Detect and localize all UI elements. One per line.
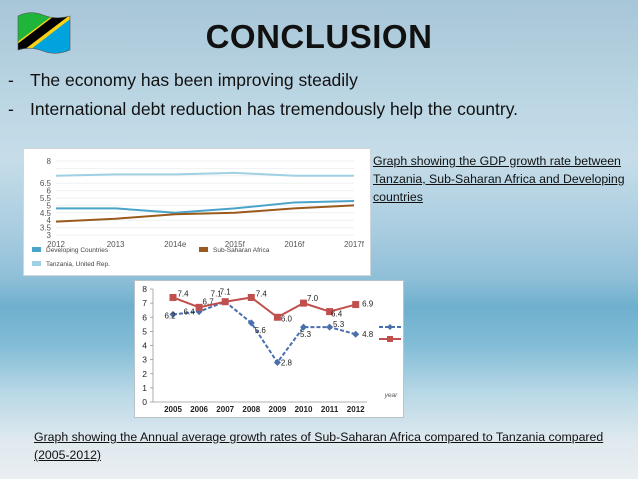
legend-ssa-marker: [387, 324, 393, 330]
x-tick-label: 2012: [347, 405, 365, 414]
y-tick-label: 3.5: [40, 224, 52, 233]
ssa-data-label: 5.3: [333, 320, 345, 329]
x-tick-label: 2007: [216, 405, 234, 414]
y-tick-label: 0: [142, 397, 147, 407]
tanzania-data-label: 7.0: [307, 294, 319, 303]
ssa-point: [247, 319, 255, 327]
ssa-data-label: 4.8: [362, 330, 374, 339]
legend-label: Sub-Saharan Africa: [213, 247, 270, 254]
ssa-point: [326, 323, 334, 331]
annual-chart-caption: Graph showing the Annual average growth …: [34, 430, 604, 462]
annual-growth-chart-svg: 0 1 2 3 4 5 6 7 8 2005 2006 2007 2008 2009 2010 2011 201…: [142, 284, 433, 414]
legend-swatch: [32, 261, 41, 266]
tanzania-data-label: 7.1: [211, 290, 223, 299]
y-tick-label: 8: [142, 284, 147, 294]
bullet-text: The economy has been improving steadily: [30, 70, 358, 90]
y-tick-label: 1: [142, 383, 147, 393]
legend-label: Tanzania, United Rep.: [46, 261, 110, 268]
gdp-growth-chart: 3 3.5 4 4.5 5 5.5 6 6.5 8 2012 2013 2014e 2015f 2016f…: [23, 148, 371, 276]
gdp-chart-caption: Graph showing the GDP growth rate betwee…: [373, 154, 625, 204]
x-tick-label: 2012: [47, 240, 65, 249]
y-tick-label: 4: [142, 341, 147, 351]
tanzania-point: [273, 313, 281, 321]
y-tick-label: 7: [142, 298, 147, 308]
x-tick-label: 2014e: [164, 240, 187, 249]
ssa-data-label: 5.6: [255, 326, 267, 335]
y-tick-label: 5: [142, 326, 147, 336]
ssa-data-label: 5.3: [300, 330, 312, 339]
ssa-point: [169, 310, 177, 318]
tanzania-point: [352, 301, 360, 309]
tanzania-point: [169, 293, 177, 301]
legend-tanzania-marker: [387, 336, 393, 342]
tanzania-data-label: 6.9: [362, 300, 374, 309]
tanzania-line: [172, 296, 356, 319]
gdp-growth-chart-svg: 33.544.555.566.5 8 2012 2013 2014e 2015f 2016f…: [32, 157, 365, 268]
x-tick-label: 2017f: [344, 240, 365, 249]
tanzania-data-label: 6.0: [281, 314, 293, 323]
slide-title: CONCLUSION: [205, 18, 433, 55]
x-tick-label: 2016f: [284, 240, 305, 249]
x-tick-label: 2005: [164, 405, 182, 414]
ssa-data-label: 2.8: [281, 358, 293, 367]
y-tick-label: 3: [142, 355, 147, 365]
legend-swatch: [199, 247, 208, 252]
tanzania-data-label: 7.4: [177, 289, 189, 298]
ssa-data-label: 7.1: [220, 288, 232, 297]
tanzania-point: [300, 299, 307, 307]
ssa-point: [300, 323, 307, 331]
legend-swatch: [32, 247, 41, 252]
tanzania-data-label: 6.4: [331, 310, 343, 319]
y-tick-label: 4.5: [40, 209, 52, 218]
x-tick-label: 2009: [269, 405, 287, 414]
x-tick-label: 2006: [190, 405, 208, 414]
y-tick-label: 4: [47, 216, 52, 225]
bullet-item: - The economy has been improving steadily: [8, 70, 358, 90]
x-tick-label: 2010: [295, 405, 313, 414]
ssa-point: [273, 358, 281, 366]
y-tick-label: 5.5: [40, 194, 52, 203]
ssa-data-label: 6.2: [164, 311, 176, 320]
bullet-item: - International debt reduction has tremen…: [8, 99, 519, 119]
series-line-0: [56, 199, 355, 214]
tanzania-data-label: 6.7: [203, 297, 215, 306]
series-line-2: [55, 171, 354, 177]
x-tick-label: 2015f: [225, 240, 246, 249]
y-tick-label: 5: [47, 201, 52, 210]
annual-growth-chart: 0 1 2 3 4 5 6 7 8 2005 2006 2007 2008 2009 2010 2011 201…: [134, 280, 433, 418]
tanzania-point: [195, 303, 203, 311]
x-tick-label: 2011: [321, 405, 339, 414]
x-axis-label: year: [384, 392, 398, 399]
tanzania-point: [247, 293, 255, 301]
y-tick-label: 6.5: [40, 179, 52, 188]
x-tick-label: 2008: [242, 405, 260, 414]
bullet-list: - The economy has been improving steadily…: [8, 66, 518, 124]
tanzania-point: [326, 308, 334, 316]
y-tick-label: 8: [47, 157, 52, 166]
bullet-text: International debt reduction has tremend…: [30, 99, 519, 119]
ssa-data-label: 6.4: [184, 308, 196, 317]
series-line-1: [55, 204, 355, 223]
y-tick-label: 2: [142, 369, 147, 379]
y-tick-label: 6: [47, 187, 52, 196]
tanzania-point: [221, 298, 229, 306]
tanzania-data-label: 7.4: [256, 289, 268, 298]
x-tick-label: 2013: [107, 240, 125, 249]
y-tick-label: 6: [142, 312, 147, 322]
ssa-line: [172, 300, 356, 365]
ssa-point: [352, 330, 360, 338]
tanzania-flag-icon: [17, 12, 71, 54]
legend-label: Developing Countries: [46, 247, 109, 254]
y-tick-label: 3: [47, 231, 52, 240]
